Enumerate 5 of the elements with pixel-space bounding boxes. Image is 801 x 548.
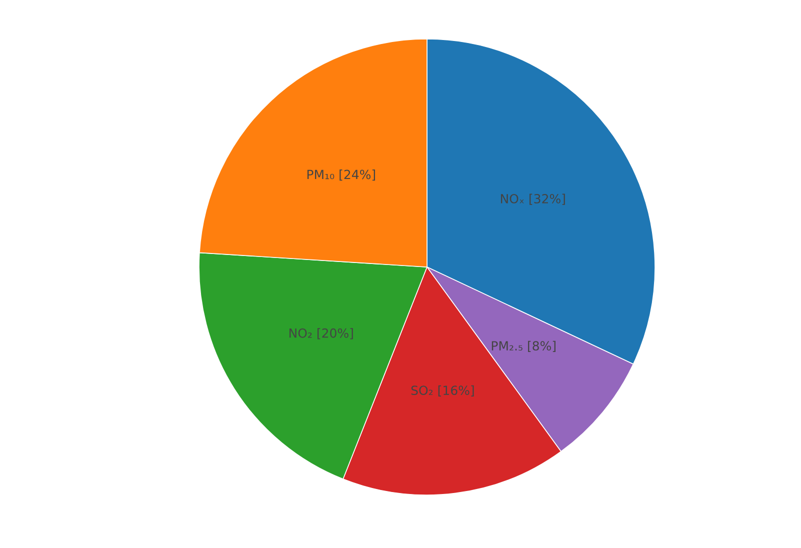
slice-label: SO₂ [16%]	[411, 385, 474, 397]
slice-label: NOₓ [32%]	[500, 194, 565, 205]
slice-label: PM₁₀ [24%]	[307, 170, 376, 181]
slice-label: PM₂.₅ [8%]	[492, 340, 556, 352]
slice-label: NO₂ [20%]	[289, 328, 353, 340]
